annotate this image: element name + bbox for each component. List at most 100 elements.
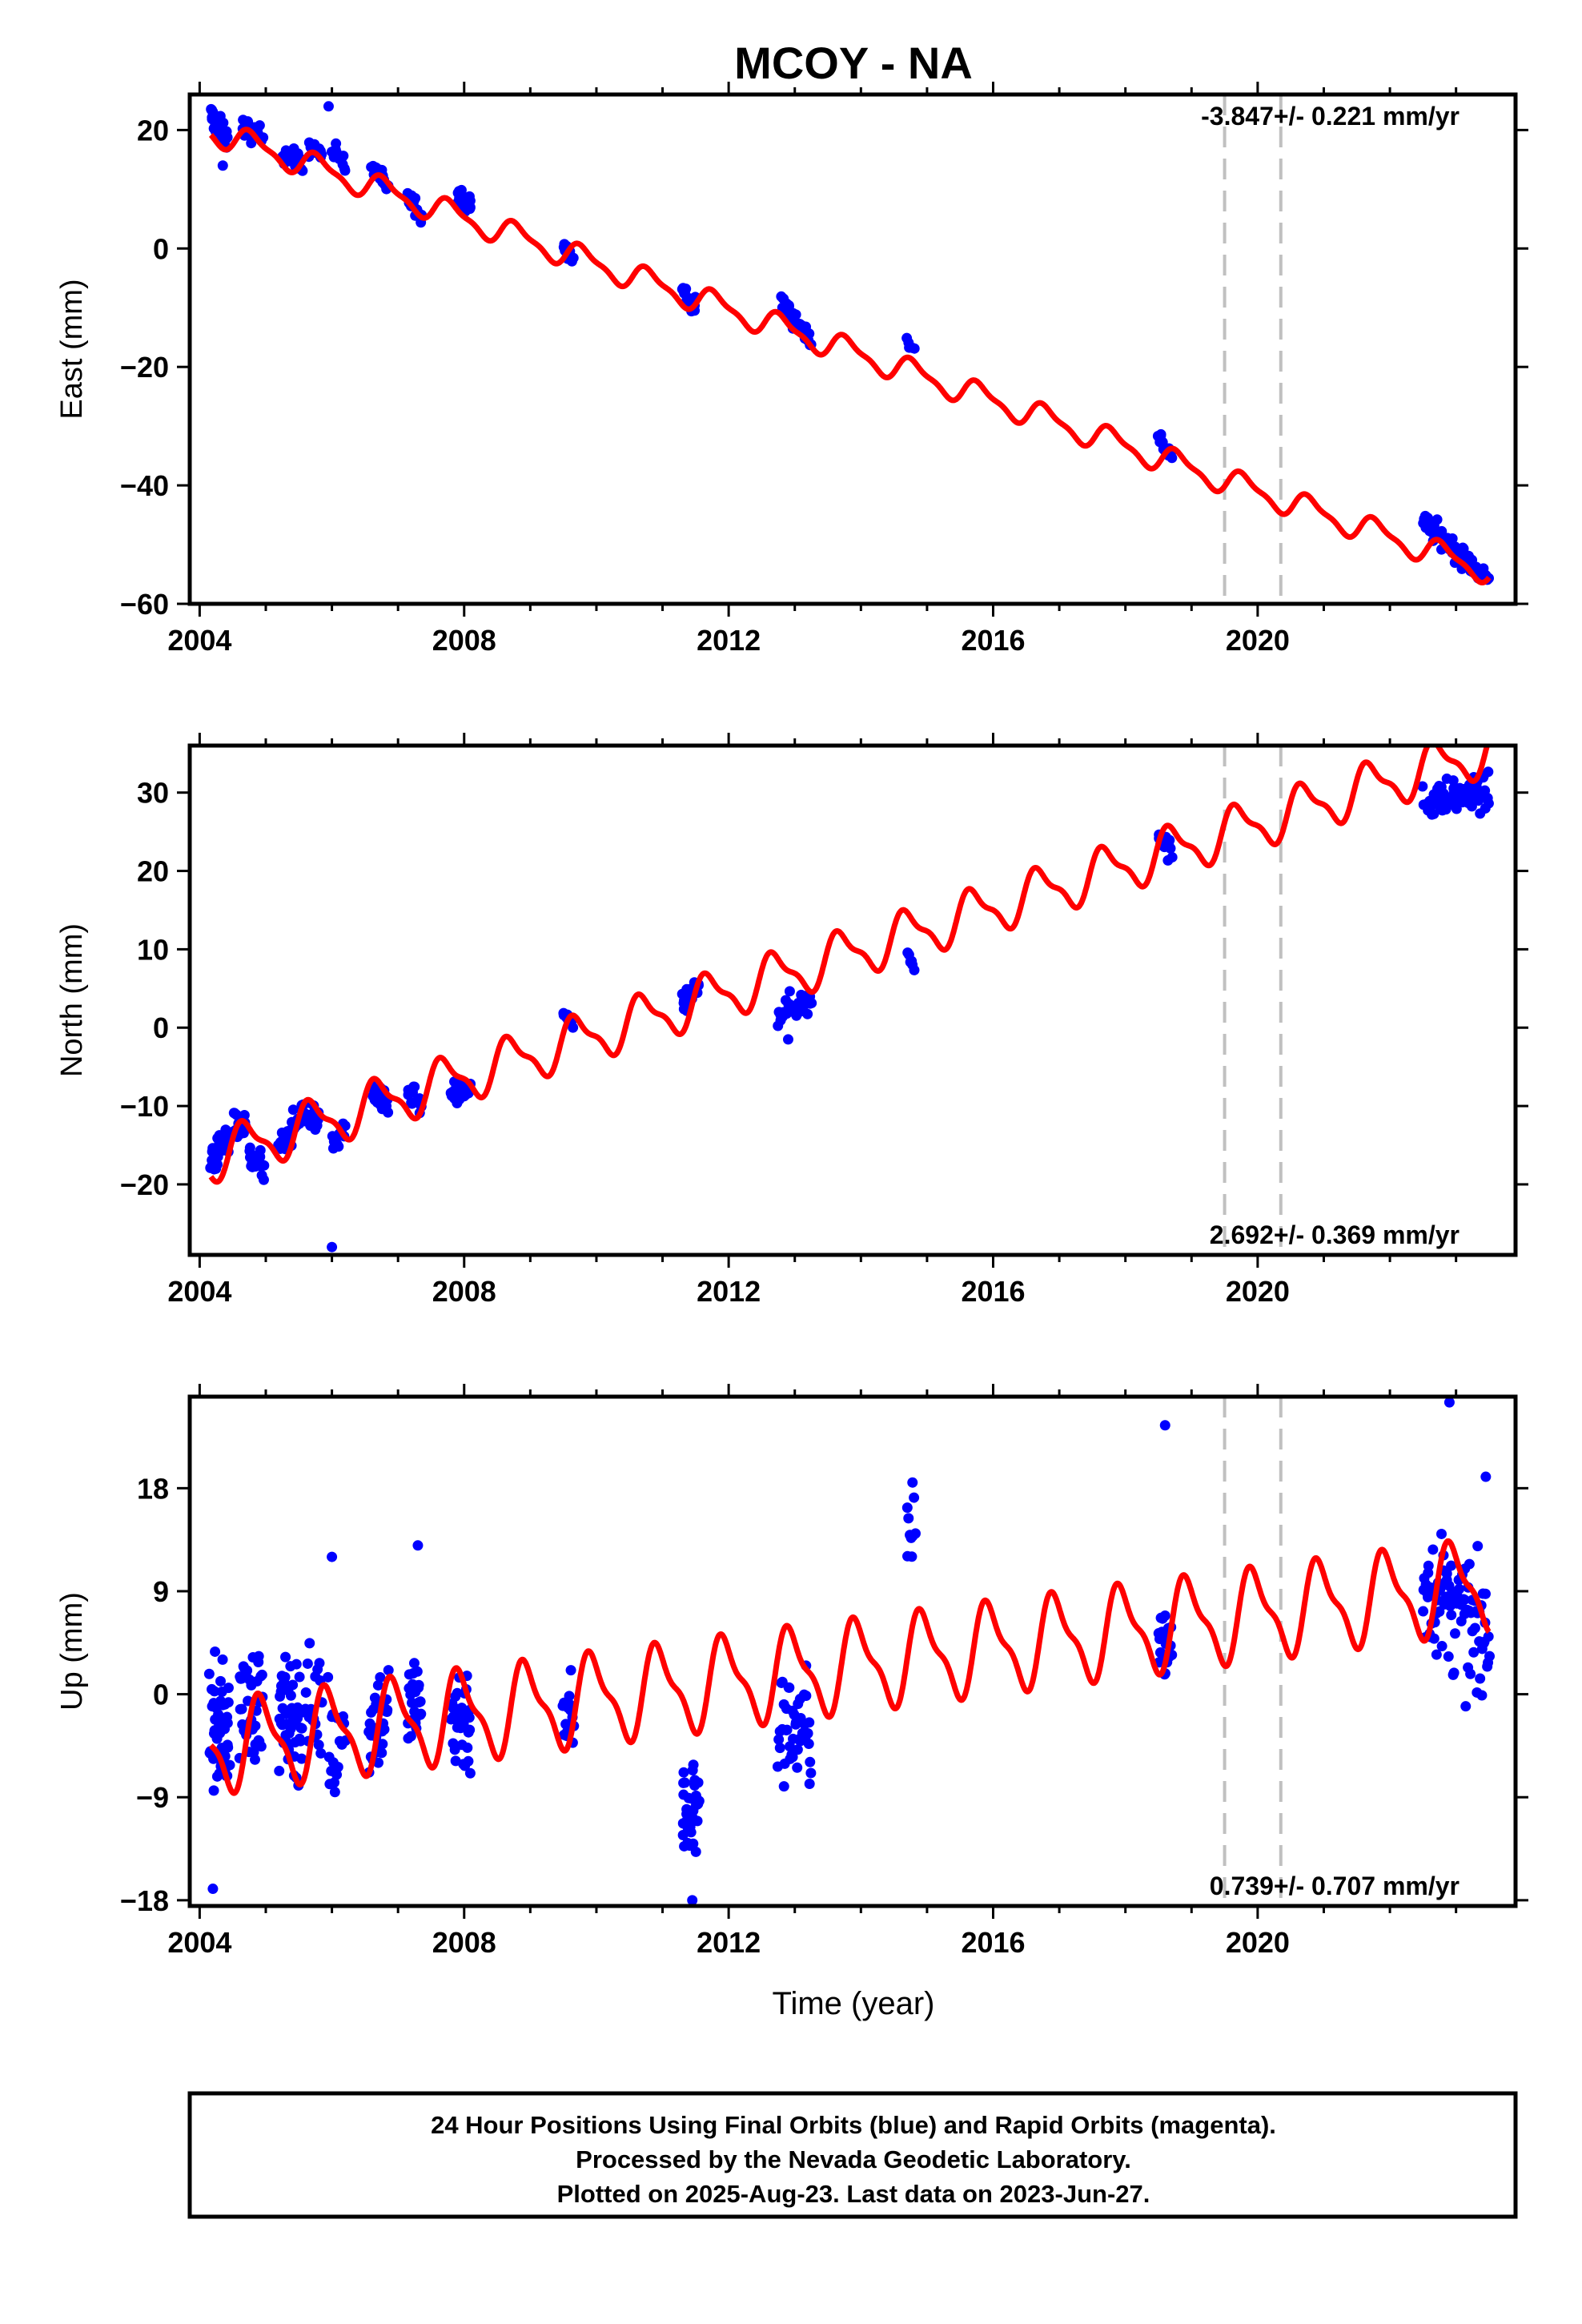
data-point [901,1502,913,1514]
data-point [688,1759,699,1771]
y-tick-label: 30 [137,777,169,810]
data-point [784,986,795,997]
data-point [680,1777,691,1788]
y-tick-label: 0 [153,232,169,265]
data-point [802,1727,813,1739]
data-point [1449,1628,1460,1639]
data-point [1431,514,1443,525]
outlier-point [412,1540,424,1551]
north-points [205,766,1494,1252]
outlier-point [327,1241,338,1252]
data-point [677,1830,689,1841]
data-point [787,1751,798,1763]
north-model-line [208,746,1491,1185]
data-point [1447,775,1459,786]
data-point [1469,1622,1480,1634]
data-point [790,309,801,320]
data-point [256,1669,267,1680]
figure-title: MCOY - NA [734,38,973,88]
data-point [302,1658,313,1669]
data-point [236,1703,247,1715]
data-point [314,1658,325,1669]
rate-annotation: 0.739+/- 0.707 mm/yr [1210,1872,1460,1900]
x-tick-label: 2012 [697,624,761,657]
data-point [1483,766,1494,778]
y-tick-label: 0 [153,1011,169,1044]
data-point [692,1815,703,1827]
data-point [224,1759,235,1771]
data-point [678,1767,689,1778]
data-point [1422,1591,1433,1602]
data-point [792,1744,803,1755]
north-panel: 2004 2008 2012 2016 2020 −20 −10 0 10 20 30 North (… [55,733,1528,1308]
data-point [1164,834,1175,846]
data-point [412,1666,423,1677]
data-point [681,283,692,295]
data-point [1464,1558,1475,1570]
data-point [906,1551,917,1562]
data-point [1448,1667,1460,1679]
data-point [415,1696,426,1707]
data-point [1428,808,1439,819]
data-point [778,1781,789,1792]
data-point [781,1724,793,1735]
y-tick-label: 10 [137,933,169,966]
outlier-point [323,101,334,112]
outlier-point [907,1477,918,1488]
x-tick-label: 2008 [432,1275,496,1308]
data-point [295,1735,306,1747]
data-point [792,1762,803,1773]
data-point [1459,1594,1470,1606]
data-point [464,1767,476,1779]
data-point [1480,1588,1491,1599]
data-point [805,1756,816,1767]
up-model-line [208,1538,1492,1796]
data-point [315,1747,327,1759]
data-point [1483,1631,1494,1642]
data-point [1483,798,1494,809]
x-tick-label: 2012 [697,1275,761,1308]
data-point [1431,1649,1442,1660]
data-point [1460,1701,1472,1712]
outlier-point [217,160,228,171]
y-tick-label: 9 [153,1575,169,1608]
rate-annotation: 2.692+/- 0.369 mm/yr [1210,1220,1460,1249]
data-point [329,1787,340,1798]
footer-line-2: Processed by the Nevada Geodetic Laborat… [576,2145,1131,2173]
data-point [464,1712,475,1723]
y-tick-label: −40 [120,469,169,502]
data-point [1436,1641,1447,1652]
data-point [1165,842,1176,854]
y-tick-label: 20 [137,855,169,888]
data-point [1446,1610,1457,1621]
data-point [413,1679,424,1691]
data-point [223,1742,234,1753]
plot-frame [187,743,1518,1257]
data-point [296,1753,307,1764]
data-point [285,1690,296,1701]
data-point [210,1646,221,1657]
plot-frame [187,92,1518,606]
data-point [693,1795,705,1807]
east-panel: 2004 2008 2012 2016 2020 −60 −40 −20 0 20 East (mm… [55,82,1528,657]
y-tick-label: −60 [120,588,169,621]
data-point [208,1785,219,1796]
data-point [909,1492,920,1503]
data-point [1418,1606,1429,1617]
outlier-point [687,1895,698,1906]
footer-line-3: Plotted on 2025-Aug-23. Last data on 202… [557,2180,1150,2208]
x-axis-label: Time (year) [773,1986,935,2021]
footer-box: 24 Hour Positions Using Final Orbits (bl… [187,2091,1518,2219]
data-point [313,1739,324,1751]
y-tick-label: −20 [120,1168,169,1201]
outlier-point [782,1034,793,1045]
x-tick-label: 2020 [1226,1275,1290,1308]
y-tick-label: 20 [137,114,169,147]
footer-line-1: 24 Hour Positions Using Final Orbits (bl… [431,2111,1276,2139]
data-point [1443,1651,1454,1663]
data-point [909,343,920,354]
up-points [203,1397,1495,1906]
data-point [383,1665,394,1676]
data-point [1435,1528,1447,1539]
outlier-point [1443,1397,1455,1408]
